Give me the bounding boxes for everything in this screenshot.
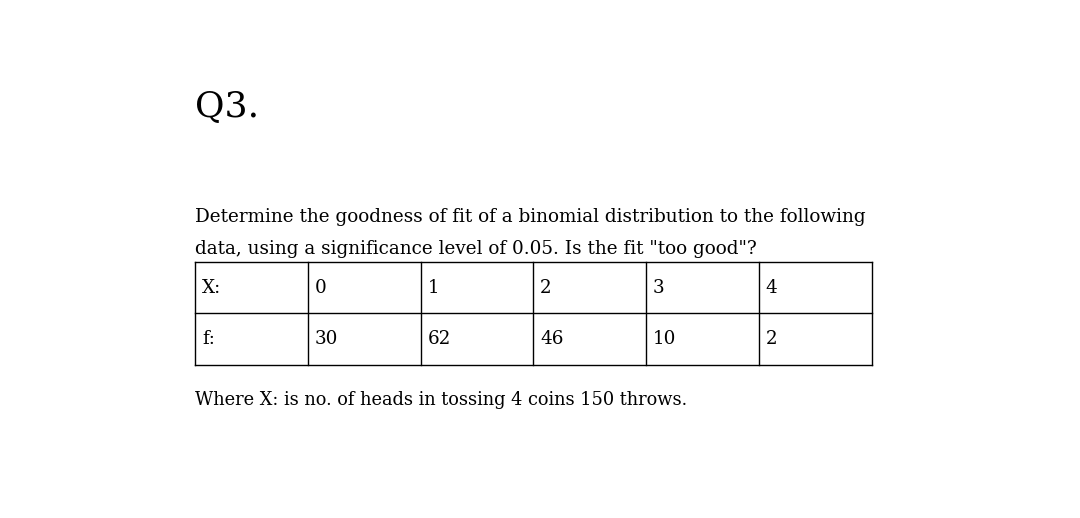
Text: Where X: is no. of heads in tossing 4 coins 150 throws.: Where X: is no. of heads in tossing 4 co…: [195, 391, 687, 409]
Text: Q3.: Q3.: [195, 90, 259, 124]
Text: 10: 10: [652, 330, 676, 349]
Text: 46: 46: [540, 330, 564, 349]
Text: X:: X:: [202, 279, 221, 296]
Text: data, using a significance level of 0.05. Is the fit "too good"?: data, using a significance level of 0.05…: [195, 240, 757, 257]
Text: 62: 62: [428, 330, 450, 349]
Text: 2: 2: [766, 330, 777, 349]
Text: 4: 4: [766, 279, 778, 296]
Text: 30: 30: [314, 330, 338, 349]
Text: f:: f:: [202, 330, 215, 349]
Text: 2: 2: [540, 279, 552, 296]
Text: 0: 0: [314, 279, 326, 296]
Text: Determine the goodness of fit of a binomial distribution to the following: Determine the goodness of fit of a binom…: [195, 208, 866, 226]
Text: 1: 1: [428, 279, 438, 296]
Text: 3: 3: [652, 279, 664, 296]
